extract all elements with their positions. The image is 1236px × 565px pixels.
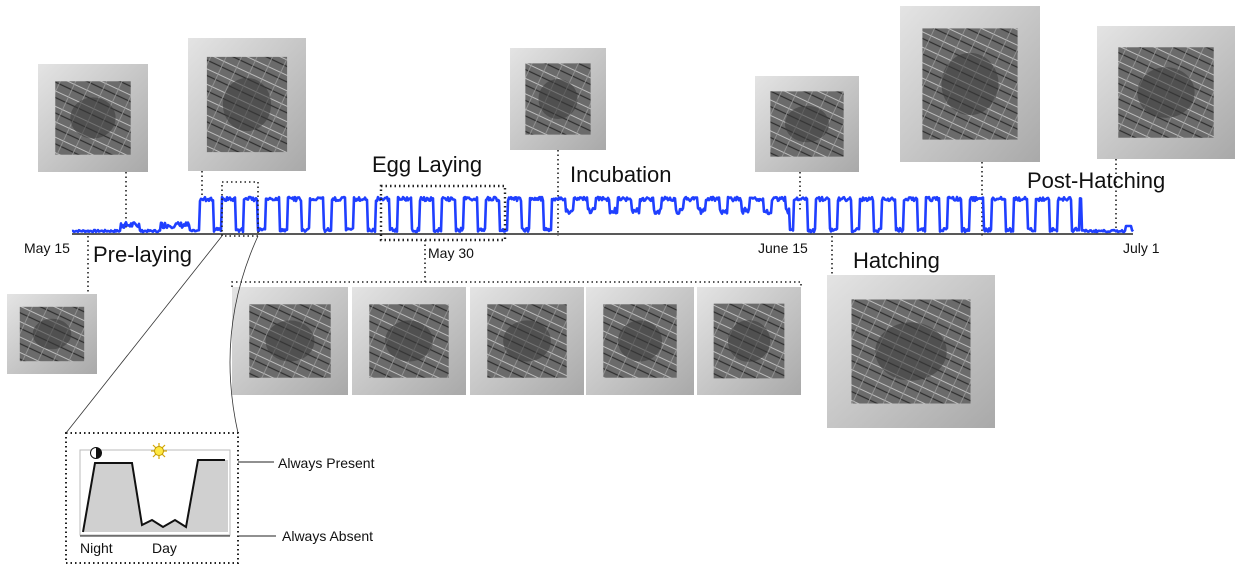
nest-cup <box>941 53 998 115</box>
nest-cup <box>618 320 662 361</box>
date-label: July 1 <box>1123 240 1160 256</box>
nest-cup <box>33 319 72 349</box>
inset-label: Always Present <box>278 455 375 471</box>
nest-cup <box>785 106 829 143</box>
nest-cup <box>1137 67 1194 118</box>
nest-cup <box>538 79 577 119</box>
phase-label: Pre-laying <box>93 242 192 267</box>
nest-cup <box>223 78 271 131</box>
nest-cup <box>503 320 551 361</box>
nest-cup <box>728 320 770 362</box>
nest-cup <box>70 97 115 138</box>
inset: Night Day Always Present Always Absent <box>66 236 375 563</box>
inset-label: Day <box>152 540 177 556</box>
phase-label: Egg Laying <box>372 152 482 177</box>
date-label: May 15 <box>24 240 70 256</box>
inset-label: Always Absent <box>282 528 373 544</box>
phase-label: Hatching <box>853 248 940 273</box>
nest-cup <box>875 322 946 380</box>
presence-trace <box>72 197 1133 232</box>
nest-cup <box>266 320 315 361</box>
phase-label: Post-Hatching <box>1027 168 1165 193</box>
date-label: May 30 <box>428 245 474 261</box>
date-label: June 15 <box>758 240 808 256</box>
phase-label: Incubation <box>570 162 672 187</box>
figure: May 15 May 30 June 15 July 1 Pre-laying … <box>0 0 1236 565</box>
connector <box>232 282 801 287</box>
inset-label: Night <box>80 540 113 556</box>
zoom-box <box>222 182 258 236</box>
nest-cup <box>385 320 433 361</box>
